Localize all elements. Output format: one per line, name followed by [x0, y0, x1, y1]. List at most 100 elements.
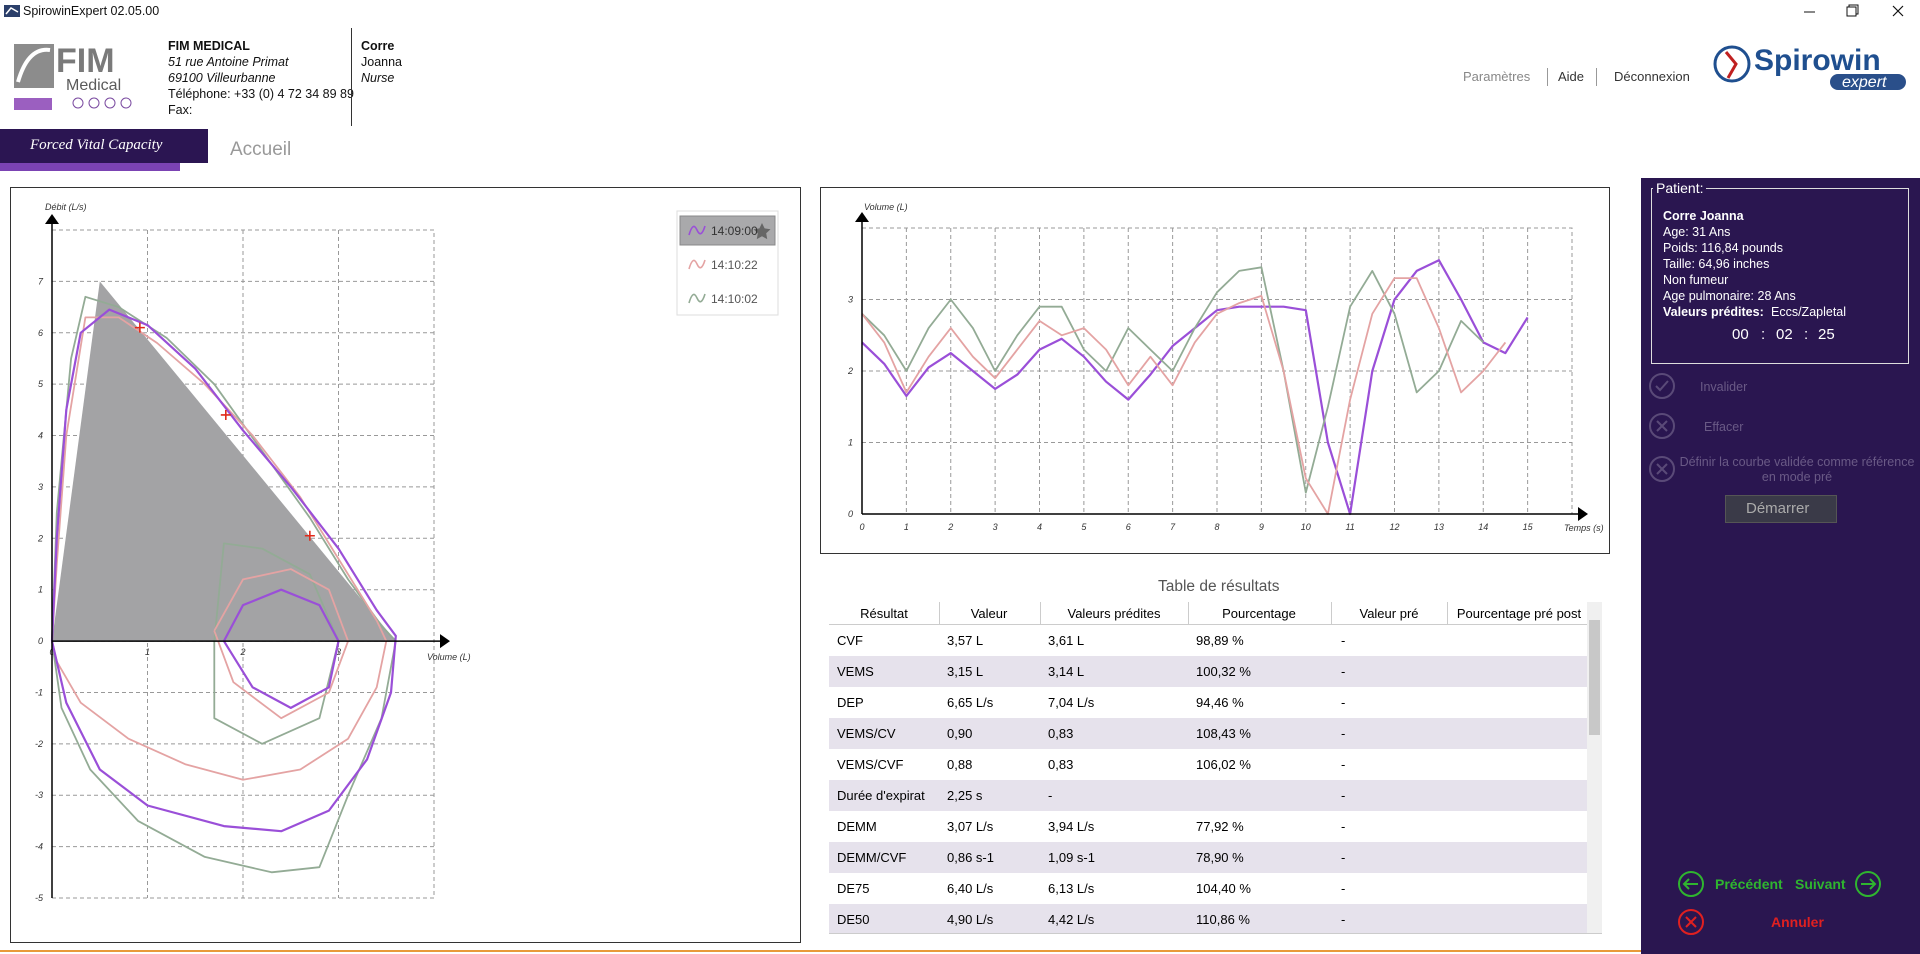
x-tick-label: 4 [1037, 522, 1042, 532]
table-cell: - [1341, 726, 1346, 741]
table-cell: DEMM [837, 819, 877, 834]
table-cell: 0,88 [947, 757, 973, 772]
action-icons [1649, 373, 1675, 482]
predicted-marker [220, 409, 231, 420]
x-tick-label: 5 [1081, 522, 1087, 532]
table-cell: - [1341, 881, 1346, 896]
start-button[interactable]: Démarrer [1725, 495, 1837, 523]
table-cell: - [1341, 850, 1346, 865]
table-cell: 3,94 L/s [1048, 819, 1095, 834]
timer-sep: : [1761, 326, 1766, 343]
brand-sub: expert [1842, 74, 1887, 91]
predicted-marker [134, 322, 145, 333]
column-divider [1331, 602, 1332, 624]
divider [351, 28, 352, 126]
table-cell: - [1341, 819, 1346, 834]
y-tick-label: -2 [35, 739, 43, 749]
column-header: Valeur [970, 606, 1008, 621]
y-tick-label: -1 [35, 687, 43, 697]
predicted-label: Valeurs prédites: [1663, 305, 1764, 319]
column-header: Pourcentage pré post [1456, 606, 1582, 621]
x-tick-label: 8 [1214, 522, 1219, 532]
table-cell: DEP [837, 695, 864, 710]
table-cell: 94,46 % [1196, 695, 1244, 710]
table-cell: - [1341, 664, 1346, 679]
table-cell: 3,14 L [1048, 664, 1085, 679]
active-tab[interactable]: Forced Vital Capacity [0, 129, 208, 163]
volume-time-panel: 0 1 2 3 4 5 6 7 8 9 10 11 12 13 14 15 0 1 2 3 Volume (L) Temp… [820, 187, 1610, 554]
y-tick-label: 0 [38, 636, 43, 646]
table-header: Résultat Valeur Valeurs prédites Pourcentag… [829, 602, 1587, 625]
link-separator [1596, 68, 1597, 86]
help-link[interactable]: Aide [1558, 69, 1585, 84]
table-cell: 3,61 L [1048, 633, 1085, 648]
timer-minutes: 02 [1776, 326, 1793, 343]
table-cell: Durée d'expiration [837, 788, 925, 803]
window-controls[interactable] [1790, 0, 1920, 24]
table-cell: 4,42 L/s [1048, 912, 1095, 927]
logout-link[interactable]: Déconnexion [1614, 69, 1690, 84]
cancel-button[interactable]: Annuler [1771, 914, 1824, 930]
column-header: Valeur pré [1359, 606, 1419, 621]
predicted-value: Eccs/Zapletal [1771, 305, 1847, 319]
x-tick-label: 11 [1345, 522, 1354, 532]
scrollbar[interactable] [1587, 602, 1602, 933]
user-first-name: Joanna [361, 55, 403, 69]
home-tab[interactable]: Accueil [230, 139, 292, 160]
x-tick-label: 6 [1126, 522, 1131, 532]
y-tick-label: 7 [38, 276, 44, 286]
x-tick-label: 0 [859, 522, 864, 532]
timer-hours: 00 [1732, 326, 1749, 343]
table-cell: 78,90 % [1196, 850, 1244, 865]
data-line [861, 277, 1507, 515]
legend-swatch [688, 225, 706, 236]
table-cell: 110,86 % [1196, 912, 1250, 927]
table-cell: 0,86 s-1 [947, 850, 994, 865]
delete-button[interactable]: Effacer [1704, 420, 1744, 434]
y-tick-label: 5 [38, 379, 44, 389]
y-tick-label: 0 [848, 509, 853, 519]
table-cell: 106,02 % [1196, 757, 1251, 772]
y-tick-label: 3 [38, 482, 43, 492]
table-cell: - [1341, 788, 1346, 803]
start-label: Démarrer [1746, 500, 1810, 517]
legend-label: 14:10:02 [711, 292, 758, 306]
sidebar: Patient: Corre Joanna Age: 31 Ans Poids:… [1641, 178, 1920, 954]
status-line [0, 950, 1641, 952]
brand-logo: Spirowin expert [1713, 44, 1906, 91]
x-tick-label: 10 [1301, 522, 1311, 532]
table-cell: 3,07 L/s [947, 819, 994, 834]
y-tick-label: -4 [35, 842, 43, 852]
table-row: DEP 6,65 L/s 7,04 L/s 94,46 % - [829, 687, 1587, 718]
data-line [861, 266, 1484, 494]
y-tick-label: -3 [35, 790, 43, 800]
table-row: DEMM/CVF 0,86 s-1 1,09 s-1 78,90 % - [829, 842, 1587, 873]
patient-lung-age: Age pulmonaire: 28 Ans [1663, 289, 1796, 303]
logo-sub: Medical [66, 77, 121, 94]
table-cell: VEMS [837, 664, 874, 679]
table-row: Durée d'expiration 2,25 s - - [829, 780, 1587, 811]
table-cell: DE75 [837, 881, 870, 896]
x-axis-label: Temps (s) [1564, 523, 1604, 533]
x-tick-label: 14 [1478, 522, 1488, 532]
company-fax: Fax: [168, 103, 193, 117]
next-button[interactable]: Suivant [1795, 876, 1846, 892]
x-axis-arrow [440, 634, 450, 649]
previous-button[interactable]: Précédent [1715, 876, 1783, 892]
settings-link[interactable]: Paramètres [1463, 69, 1531, 84]
patient-age: Age: 31 Ans [1663, 225, 1731, 239]
table-cell: 2,25 s [947, 788, 983, 803]
x-tick-label: 1 [145, 647, 150, 657]
window-title: SpirowinExpert 02.05.00 [23, 4, 160, 18]
invalidate-button[interactable]: Invalider [1700, 380, 1748, 394]
table-row: VEMS/CVF 0,88 0,83 106,02 % - [829, 749, 1587, 780]
table-cell: 1,09 s-1 [1048, 850, 1095, 865]
table-cell: 3,57 L [947, 633, 984, 648]
table-cell: - [1341, 757, 1346, 772]
patient-heading: Patient: [1653, 180, 1707, 196]
company-city: 69100 Villeurbanne [168, 71, 276, 85]
set-reference-button[interactable]: Définir la courbe validée comme référenc… [1679, 455, 1915, 484]
x-tick-label: 3 [336, 647, 341, 657]
table-cell: 6,65 L/s [947, 695, 994, 710]
